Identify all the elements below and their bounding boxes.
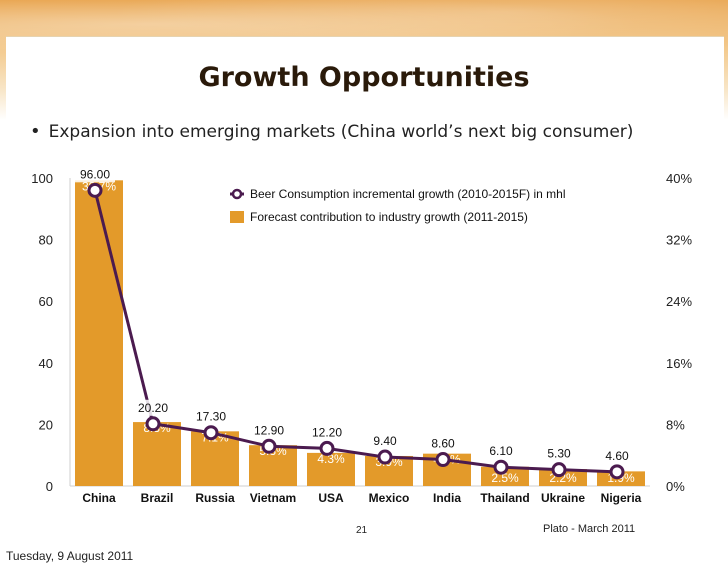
category-label: China: [82, 491, 116, 505]
slide-title: Growth Opportunities: [198, 62, 530, 93]
category-label: Russia: [195, 491, 235, 505]
line-label-box: [597, 447, 637, 464]
line-point: [261, 438, 277, 454]
line-data-label: 96.00: [80, 167, 110, 181]
line-series: [93, 189, 618, 474]
line-data-label: 4.60: [605, 449, 629, 463]
category-label: Brazil: [141, 491, 174, 505]
y-left-tick-label: 40: [39, 356, 53, 371]
line-point: [551, 462, 567, 478]
source-note: Plato - March 2011: [543, 523, 636, 535]
line-point: [377, 449, 393, 465]
line-label-box: [307, 424, 347, 441]
line-data-label: 12.90: [254, 423, 284, 437]
bar: [597, 471, 645, 486]
line-data-label: 8.60: [431, 437, 455, 451]
line-point: [319, 440, 335, 456]
line-label-box: [191, 408, 231, 425]
line-point: [609, 464, 625, 480]
legend-line-marker: [231, 188, 243, 200]
bar: [307, 452, 355, 486]
category-label: Ukraine: [541, 491, 585, 505]
bar: [133, 422, 181, 486]
y-right-tick-label: 0%: [666, 479, 685, 494]
line-label-box: [75, 166, 115, 183]
bar: [539, 469, 587, 486]
category-label: Vietnam: [250, 491, 296, 505]
y-right-tick-label: 16%: [666, 356, 692, 371]
bar: [481, 466, 529, 486]
line-point: [203, 425, 219, 441]
y-left-tick-label: 0: [46, 479, 53, 494]
line-point: [87, 182, 103, 198]
line-label-box: [481, 443, 521, 460]
category-label: Nigeria: [601, 491, 642, 505]
line-data-label: 12.20: [312, 425, 342, 439]
bar-data-label: 2.5%: [491, 471, 519, 485]
category-label: Thailand: [480, 491, 529, 505]
y-right-tick-label: 8%: [666, 417, 685, 432]
y-left-tick-label: 100: [31, 171, 53, 186]
category-label: India: [433, 491, 461, 505]
line-label-box: [423, 435, 463, 452]
line-data-label: 6.10: [489, 444, 513, 458]
y-right-tick-label: 24%: [666, 294, 692, 309]
y-left-tick-label: 80: [39, 233, 53, 248]
line-data-label: 17.30: [196, 410, 226, 424]
line-label-box: [249, 422, 289, 439]
legend-bar-swatch: [230, 211, 244, 223]
category-label: USA: [318, 491, 344, 505]
category-label: Mexico: [369, 491, 410, 505]
bar: [75, 180, 123, 486]
legend-label-line: Beer Consumption incremental growth (201…: [250, 187, 566, 201]
line-data-label: 9.40: [373, 434, 397, 448]
line-data-label: 5.30: [547, 447, 571, 461]
bullet-text: Expansion into emerging markets (China w…: [48, 122, 634, 142]
y-left-tick-label: 60: [39, 294, 53, 309]
line-data-label: 20.20: [138, 401, 168, 415]
page-number: 21: [356, 525, 368, 536]
legend-label-bar: Forecast contribution to industry growth…: [250, 210, 528, 224]
date-stamp: Tuesday, 9 August 2011: [6, 549, 134, 563]
line-label-box: [133, 399, 173, 416]
line-point: [435, 452, 451, 468]
line-point: [493, 459, 509, 475]
y-right-tick-label: 32%: [666, 233, 692, 248]
bar: [191, 431, 239, 486]
bullet-icon: •: [30, 121, 41, 142]
bullet-point: • Expansion into emerging markets (China …: [30, 121, 633, 142]
line-point: [145, 416, 161, 432]
y-left-tick-label: 20: [39, 417, 53, 432]
line-label-box: [365, 433, 405, 450]
y-right-tick-label: 40%: [666, 171, 692, 186]
line-label-box: [539, 445, 579, 462]
